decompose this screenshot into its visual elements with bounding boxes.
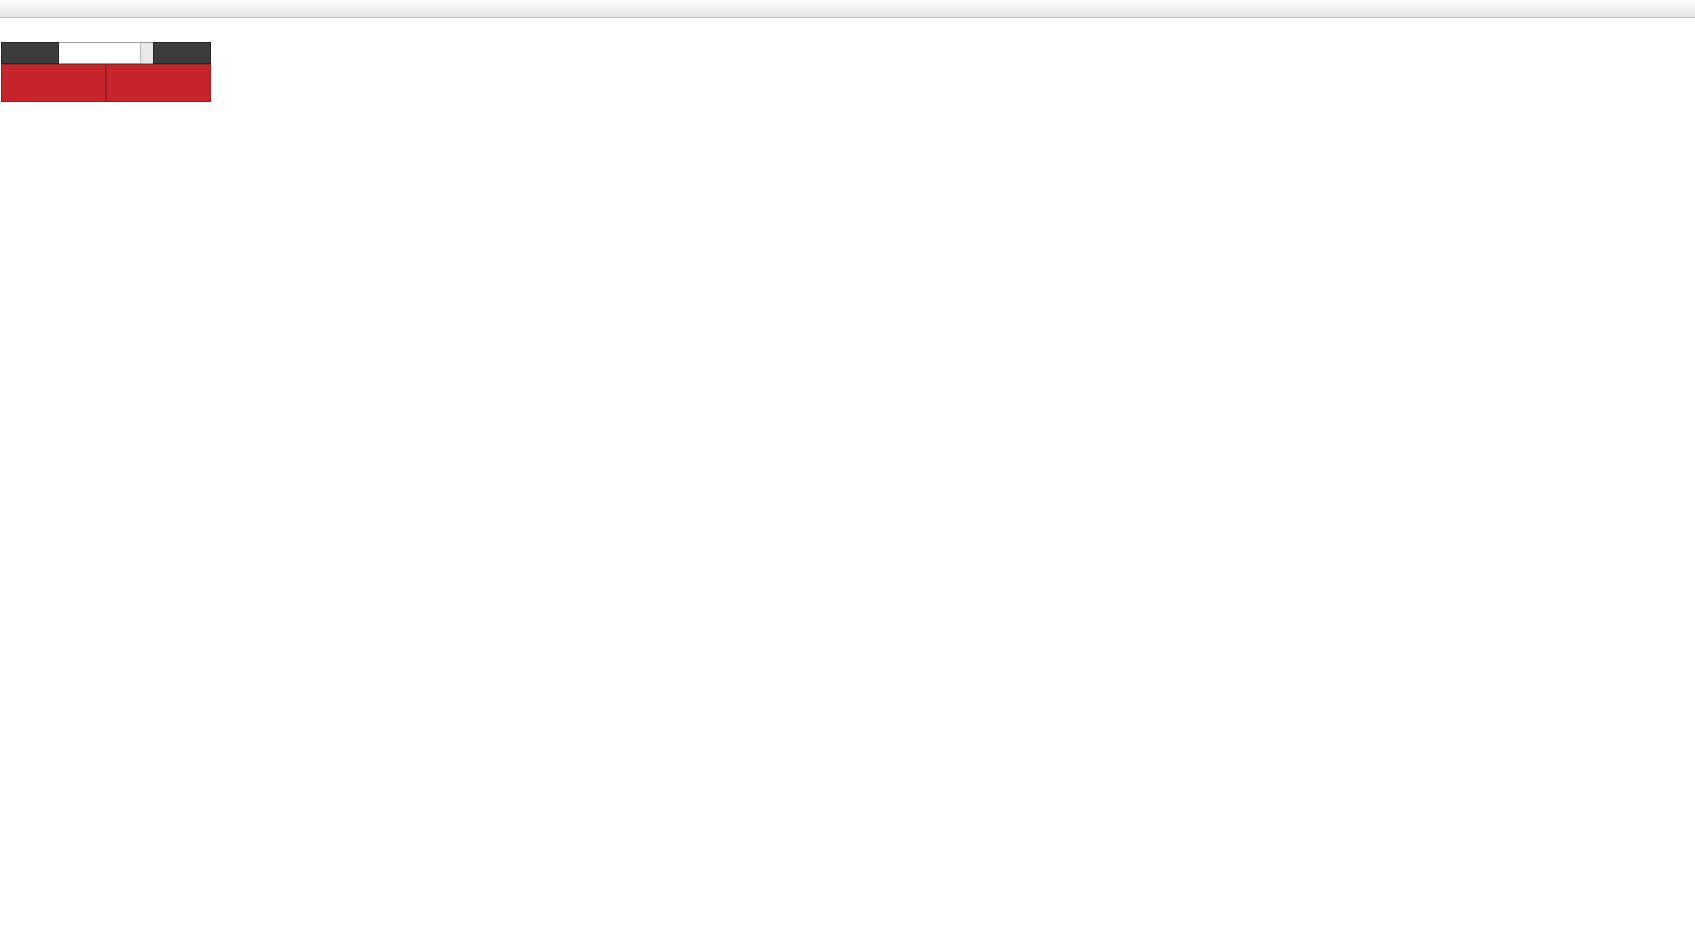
buy-button[interactable] <box>153 42 211 64</box>
sell-price-button[interactable] <box>1 64 106 102</box>
lot-size-value <box>59 43 140 63</box>
trade-panel-price-row <box>1 64 211 102</box>
buy-price-button[interactable] <box>106 64 211 102</box>
main-toolbar <box>0 0 1695 18</box>
one-click-trading-panel <box>1 42 211 102</box>
trade-panel-header-row <box>1 42 211 64</box>
sell-button[interactable] <box>1 42 59 64</box>
lot-increase-button[interactable] <box>141 43 153 53</box>
lot-decrease-button[interactable] <box>141 53 153 63</box>
rsi-indicator-label <box>4 751 9 762</box>
lot-size-field[interactable] <box>59 42 153 64</box>
macd-indicator-label <box>4 581 14 592</box>
lot-spinner <box>140 43 153 63</box>
